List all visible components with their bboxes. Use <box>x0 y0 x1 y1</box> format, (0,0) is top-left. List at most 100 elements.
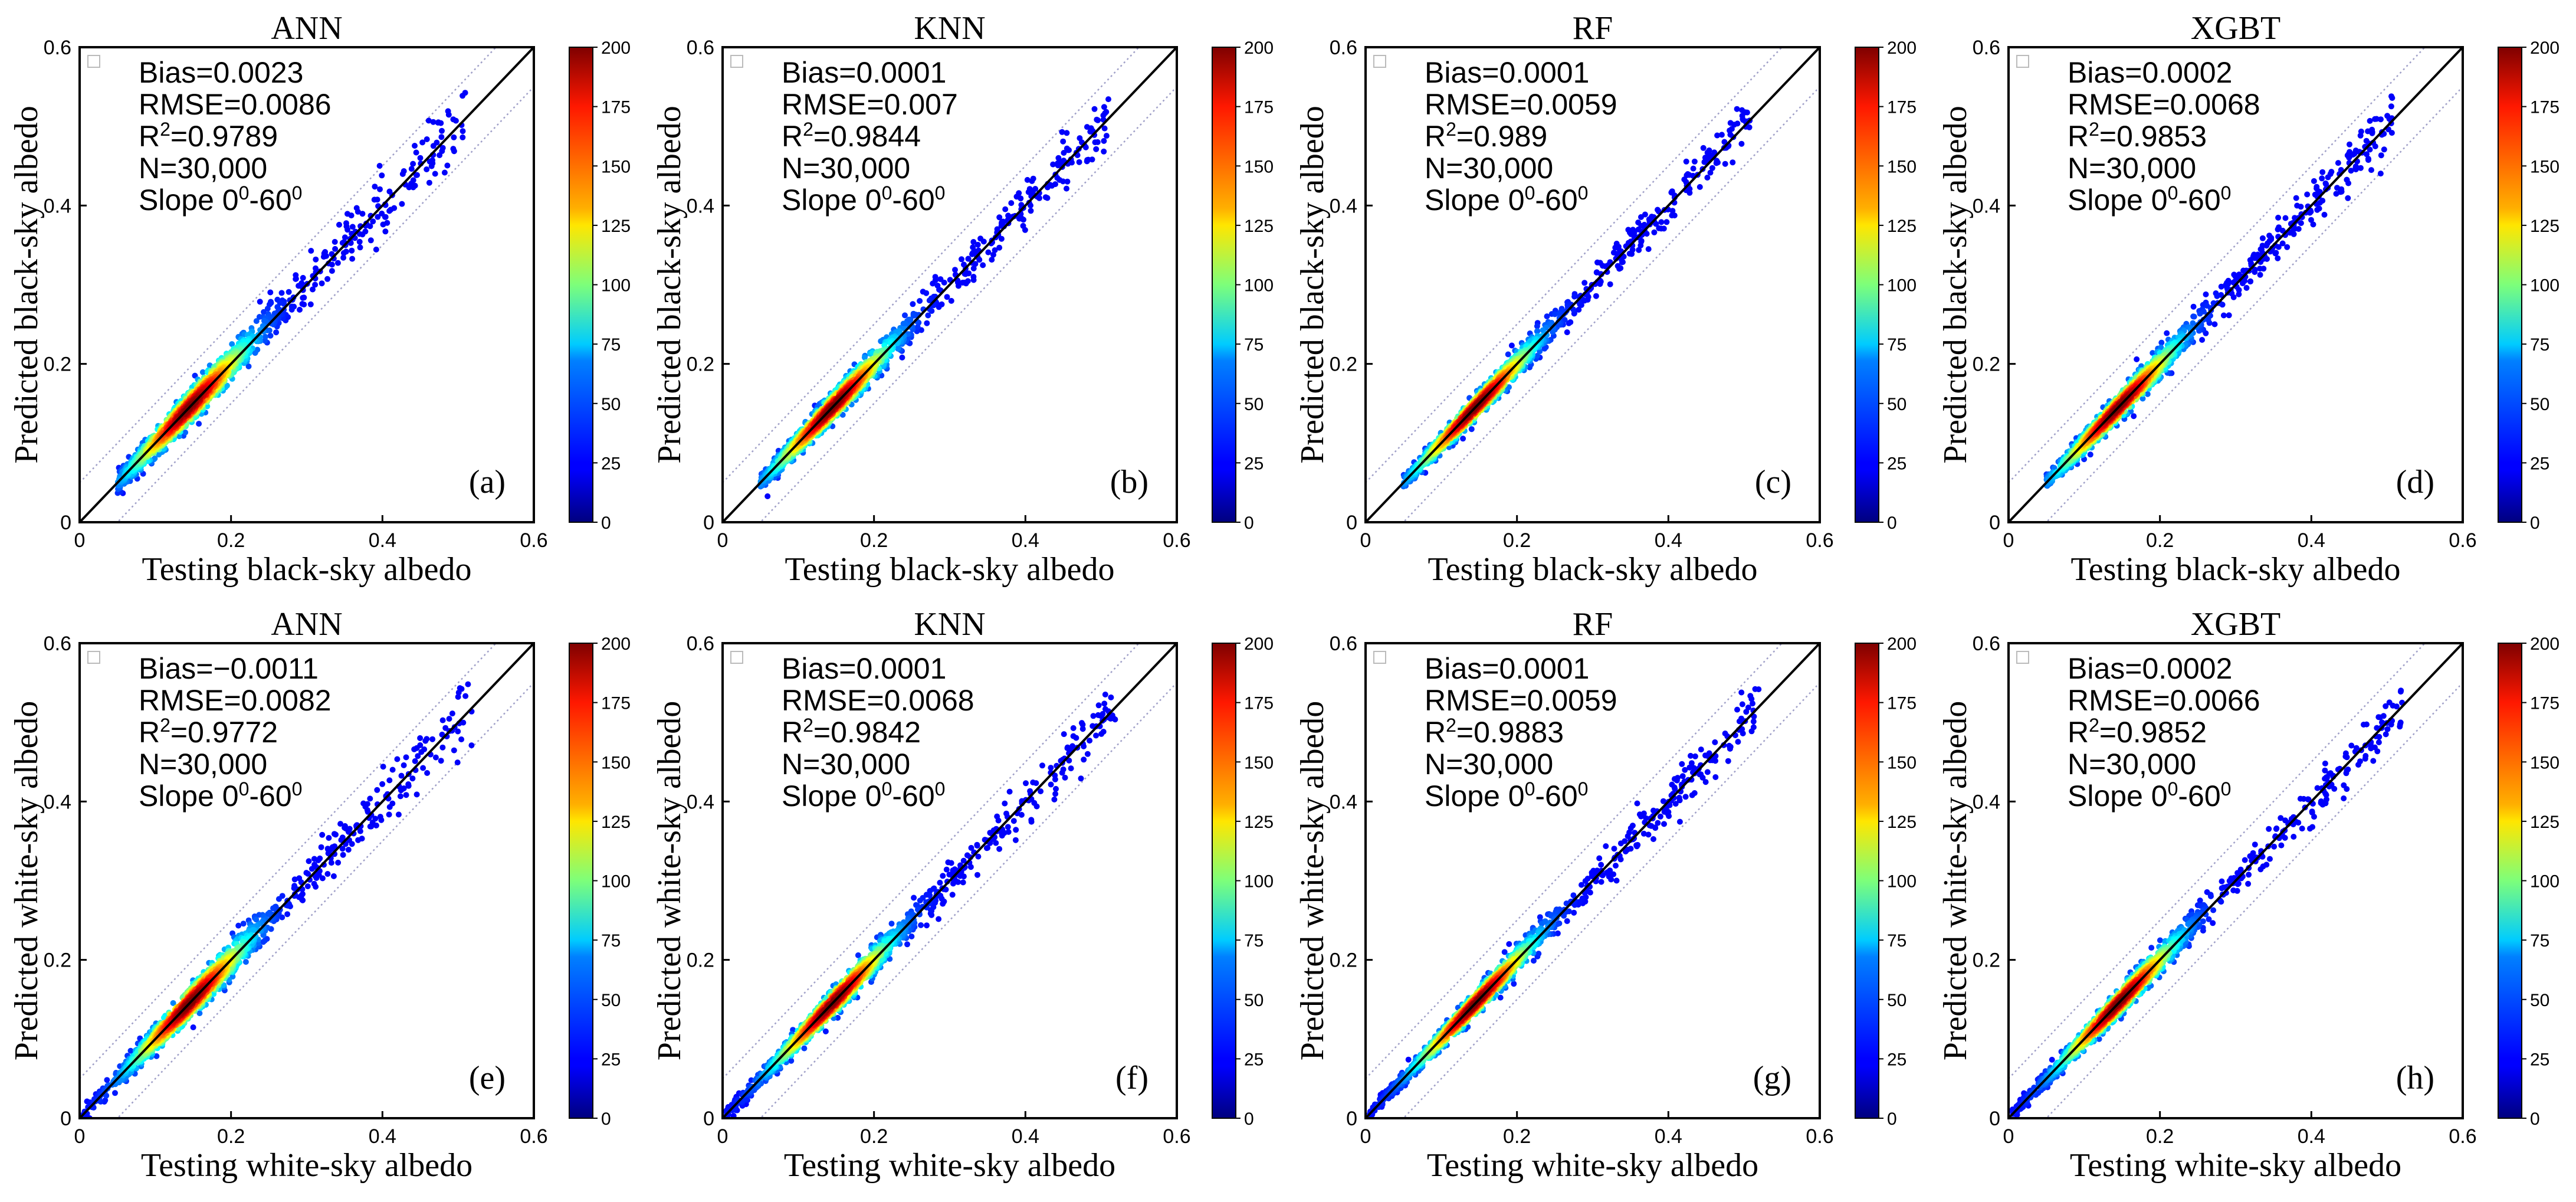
colorbar-tick-label: 50 <box>1887 395 1906 414</box>
data-point <box>2275 255 2281 261</box>
panel-label: (c) <box>1755 464 1791 500</box>
data-point <box>1024 176 1031 183</box>
data-point <box>917 298 923 304</box>
data-point <box>965 256 972 262</box>
data-point <box>2348 168 2354 174</box>
data-point <box>2257 266 2263 272</box>
data-point <box>1084 157 1091 163</box>
data-point <box>1690 165 1696 172</box>
data-point <box>1581 280 1588 286</box>
data-point <box>926 297 933 304</box>
data-point <box>426 158 433 165</box>
stats-block: Bias=0.0001RMSE=0.0059R2=0.989N=30,000Sl… <box>1425 56 1617 217</box>
stat-rmse: RMSE=0.007 <box>782 88 958 121</box>
data-point <box>438 134 445 140</box>
data-point <box>944 294 950 300</box>
upper-bound-line <box>1366 47 1783 483</box>
data-point <box>980 262 986 268</box>
data-point <box>2367 117 2373 124</box>
x-tick-label: 0.6 <box>1163 529 1190 552</box>
panel-title: KNN <box>914 10 985 47</box>
data-point <box>450 146 457 152</box>
data-point <box>313 256 319 263</box>
data-point <box>355 208 361 215</box>
data-point <box>2298 220 2304 227</box>
data-point <box>1087 129 1094 135</box>
data-point <box>1681 176 1688 183</box>
data-point <box>373 246 379 253</box>
data-point <box>2344 152 2351 159</box>
data-point <box>1101 125 1108 132</box>
data-point <box>2308 217 2314 223</box>
data-point <box>2240 267 2247 274</box>
data-point <box>2368 167 2374 173</box>
data-point <box>925 312 931 319</box>
stat-slope: Slope 00-600 <box>782 182 945 217</box>
data-point <box>2321 211 2328 218</box>
data-point <box>435 119 441 126</box>
plot-area <box>2009 47 2463 522</box>
data-point <box>959 280 966 286</box>
data-point <box>377 186 383 192</box>
data-point <box>2367 146 2373 153</box>
colorbar-tick-label: 175 <box>1244 98 1274 117</box>
data-point <box>399 201 405 207</box>
data-point <box>1658 219 1665 225</box>
data-point <box>2279 227 2286 234</box>
plot-area <box>80 47 534 522</box>
data-point <box>974 241 981 248</box>
data-point <box>1084 124 1090 130</box>
colorbar-tick-label: 75 <box>1887 335 1906 355</box>
data-point <box>299 301 306 307</box>
lower-bound-line <box>1402 86 1820 522</box>
data-point <box>2319 169 2326 175</box>
identity-line <box>80 47 534 522</box>
data-point <box>2226 312 2232 319</box>
data-point <box>1738 140 1745 147</box>
data-point <box>319 280 325 287</box>
data-point <box>441 169 448 176</box>
data-point <box>1691 158 1698 165</box>
data-point <box>1091 106 1098 112</box>
data-point <box>1101 104 1107 110</box>
data-point <box>1100 112 1107 119</box>
data-point <box>1101 137 1107 144</box>
data-point <box>2333 191 2339 197</box>
data-point <box>1566 320 1572 326</box>
y-tick-label: 0.6 <box>1330 37 1357 59</box>
data-point <box>910 301 916 307</box>
data-point <box>1734 106 1740 112</box>
data-point <box>2252 267 2258 273</box>
data-point <box>1727 120 1734 126</box>
data-point <box>1576 306 1582 313</box>
x-tick-label: 0.4 <box>1012 529 1039 552</box>
stat-bias: Bias=0.0001 <box>1425 56 1589 89</box>
data-point <box>386 208 393 214</box>
data-point <box>2247 279 2253 285</box>
x-tick-label: 0.2 <box>1503 529 1531 552</box>
data-point <box>1042 194 1049 201</box>
data-point <box>1709 165 1715 171</box>
data-point <box>1534 328 1540 335</box>
data-point <box>861 354 868 361</box>
data-point <box>273 329 280 336</box>
data-point <box>2294 202 2301 209</box>
data-point <box>332 238 338 245</box>
colorbar-gradient <box>1212 47 1236 523</box>
data-point <box>340 250 347 256</box>
data-point <box>948 297 954 304</box>
data-point <box>307 301 314 307</box>
colorbar-tick-label: 125 <box>1244 217 1274 236</box>
x-tick-label: 0 <box>74 529 86 552</box>
x-axis-label: Testing black-sky albedo <box>785 551 1114 588</box>
x-tick-label: 0.4 <box>1655 529 1682 552</box>
colorbar-tick-label: 75 <box>601 335 621 355</box>
data-point <box>2203 291 2209 297</box>
data-point <box>267 289 274 296</box>
data-point <box>386 188 393 195</box>
data-point <box>1714 132 1721 139</box>
data-point <box>936 286 942 293</box>
data-point <box>432 171 438 177</box>
data-point <box>296 283 302 289</box>
